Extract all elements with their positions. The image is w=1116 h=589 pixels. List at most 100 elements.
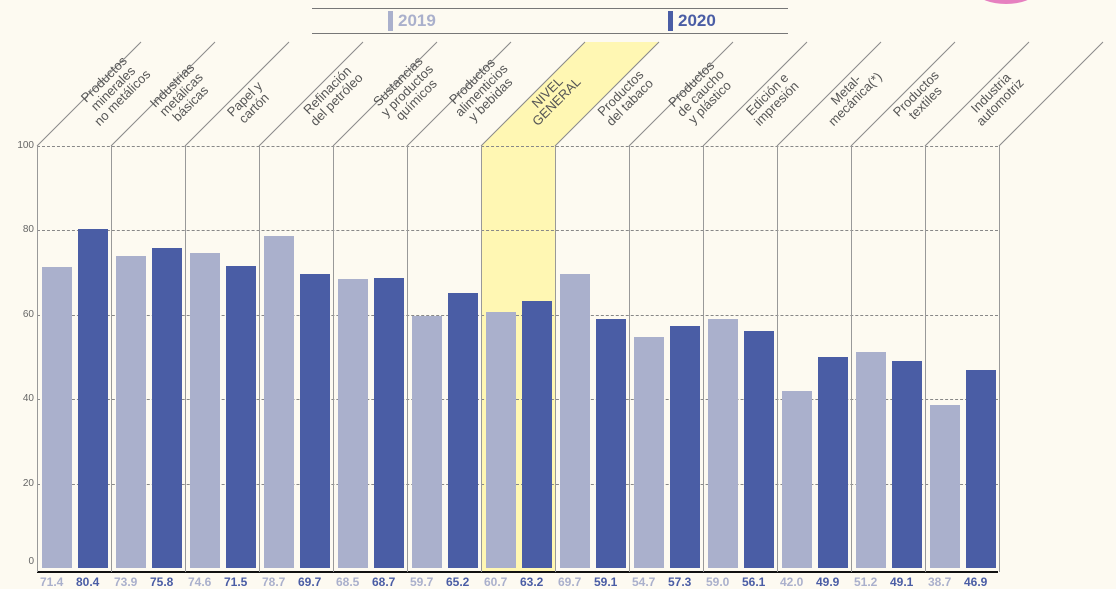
value-label-2020: 75.8 <box>150 575 174 589</box>
category-vline <box>407 146 408 572</box>
value-label-2019: 74.6 <box>188 575 212 589</box>
value-label-2019: 69.7 <box>558 575 582 589</box>
category-divider <box>554 41 660 147</box>
category-divider <box>850 41 956 147</box>
legend: 2019 2020 <box>312 8 788 34</box>
gridline <box>37 483 998 485</box>
category-vline <box>259 146 260 572</box>
bar-2020 <box>374 278 404 568</box>
category-divider <box>332 41 438 147</box>
category-divider <box>628 41 734 147</box>
category-vline <box>555 146 556 572</box>
value-label-2020: 46.9 <box>964 575 988 589</box>
y-tick-label: 100 <box>17 140 34 151</box>
decorative-circle <box>978 0 1034 4</box>
bar-2019 <box>42 266 72 568</box>
y-tick-label: 0 <box>28 556 34 567</box>
bar-2019 <box>338 278 368 568</box>
category-vline <box>481 146 482 572</box>
y-tick-label: 40 <box>22 393 34 405</box>
category-vline <box>185 146 186 572</box>
category-divider <box>924 41 1030 147</box>
legend-2020: 2020 <box>668 11 716 31</box>
bar-2019 <box>264 235 294 568</box>
legend-swatch-2020 <box>668 11 673 31</box>
legend-swatch-2019 <box>388 11 393 31</box>
value-label-2019: 54.7 <box>632 575 656 589</box>
value-label-2020: 68.7 <box>372 575 396 589</box>
category-vline <box>37 146 38 572</box>
bar-2020 <box>744 331 774 568</box>
value-label-2019: 60.7 <box>484 575 508 589</box>
category-vline <box>111 146 112 572</box>
value-label-2019: 73.9 <box>114 575 138 589</box>
category-divider <box>702 41 808 147</box>
category-divider <box>184 41 290 147</box>
value-label-2020: 65.2 <box>446 575 470 589</box>
category-vline <box>925 146 926 572</box>
bar-2020 <box>966 370 996 568</box>
bar-2020 <box>152 248 182 568</box>
bar-2019 <box>190 253 220 568</box>
category-vline <box>999 146 1000 572</box>
bar-2019 <box>856 351 886 568</box>
value-label-2020: 63.2 <box>520 575 544 589</box>
category-divider <box>36 41 142 147</box>
bar-2020 <box>522 301 552 568</box>
bar-2020 <box>892 360 922 568</box>
value-label-2020: 57.3 <box>668 575 692 589</box>
category-divider <box>998 41 1104 147</box>
value-label-2020: 49.9 <box>816 575 840 589</box>
gridline <box>37 230 998 232</box>
category-vline <box>851 146 852 572</box>
value-label-2019: 42.0 <box>780 575 804 589</box>
bar-2019 <box>708 319 738 568</box>
value-label-2020: 80.4 <box>76 575 100 589</box>
bar-2020 <box>818 357 848 568</box>
value-label-2020: 59.1 <box>594 575 618 589</box>
value-label-2020: 71.5 <box>224 575 248 589</box>
gridline <box>37 399 998 401</box>
category-vline <box>777 146 778 572</box>
gridline <box>37 146 998 147</box>
value-label-2020: 56.1 <box>742 575 766 589</box>
y-tick-label: 20 <box>22 477 34 489</box>
category-divider <box>258 41 364 147</box>
gridline <box>37 314 998 316</box>
value-label-2020: 69.7 <box>298 575 322 589</box>
bar-2020 <box>78 228 108 568</box>
bar-2020 <box>670 326 700 568</box>
bar-2019 <box>560 273 590 568</box>
value-label-2019: 68.5 <box>336 575 360 589</box>
bar-2019 <box>634 337 664 568</box>
bar-2020 <box>300 273 330 568</box>
bar-2019 <box>930 404 960 568</box>
category-divider <box>406 41 512 147</box>
category-vline <box>703 146 704 572</box>
legend-label-2019: 2019 <box>398 11 436 30</box>
bar-2019 <box>116 256 146 568</box>
bar-2020 <box>448 292 478 568</box>
category-divider <box>480 41 586 147</box>
category-divider <box>776 41 882 147</box>
category-divider <box>110 41 216 147</box>
value-label-2020: 49.1 <box>890 575 914 589</box>
y-tick-label: 60 <box>22 308 34 320</box>
category-vline <box>629 146 630 572</box>
value-label-2019: 71.4 <box>40 575 64 589</box>
bar-2019 <box>782 390 812 568</box>
bar-2019 <box>412 316 442 568</box>
legend-label-2020: 2020 <box>678 11 716 30</box>
value-label-2019: 51.2 <box>854 575 878 589</box>
y-tick-label: 80 <box>22 224 34 236</box>
value-label-2019: 78.7 <box>262 575 286 589</box>
category-vline <box>333 146 334 572</box>
value-label-2019: 59.7 <box>410 575 434 589</box>
bar-2020 <box>596 318 626 568</box>
bar-2019 <box>486 311 516 568</box>
value-label-2019: 38.7 <box>928 575 952 589</box>
legend-2019: 2019 <box>388 11 436 31</box>
bar-2020 <box>226 266 256 568</box>
